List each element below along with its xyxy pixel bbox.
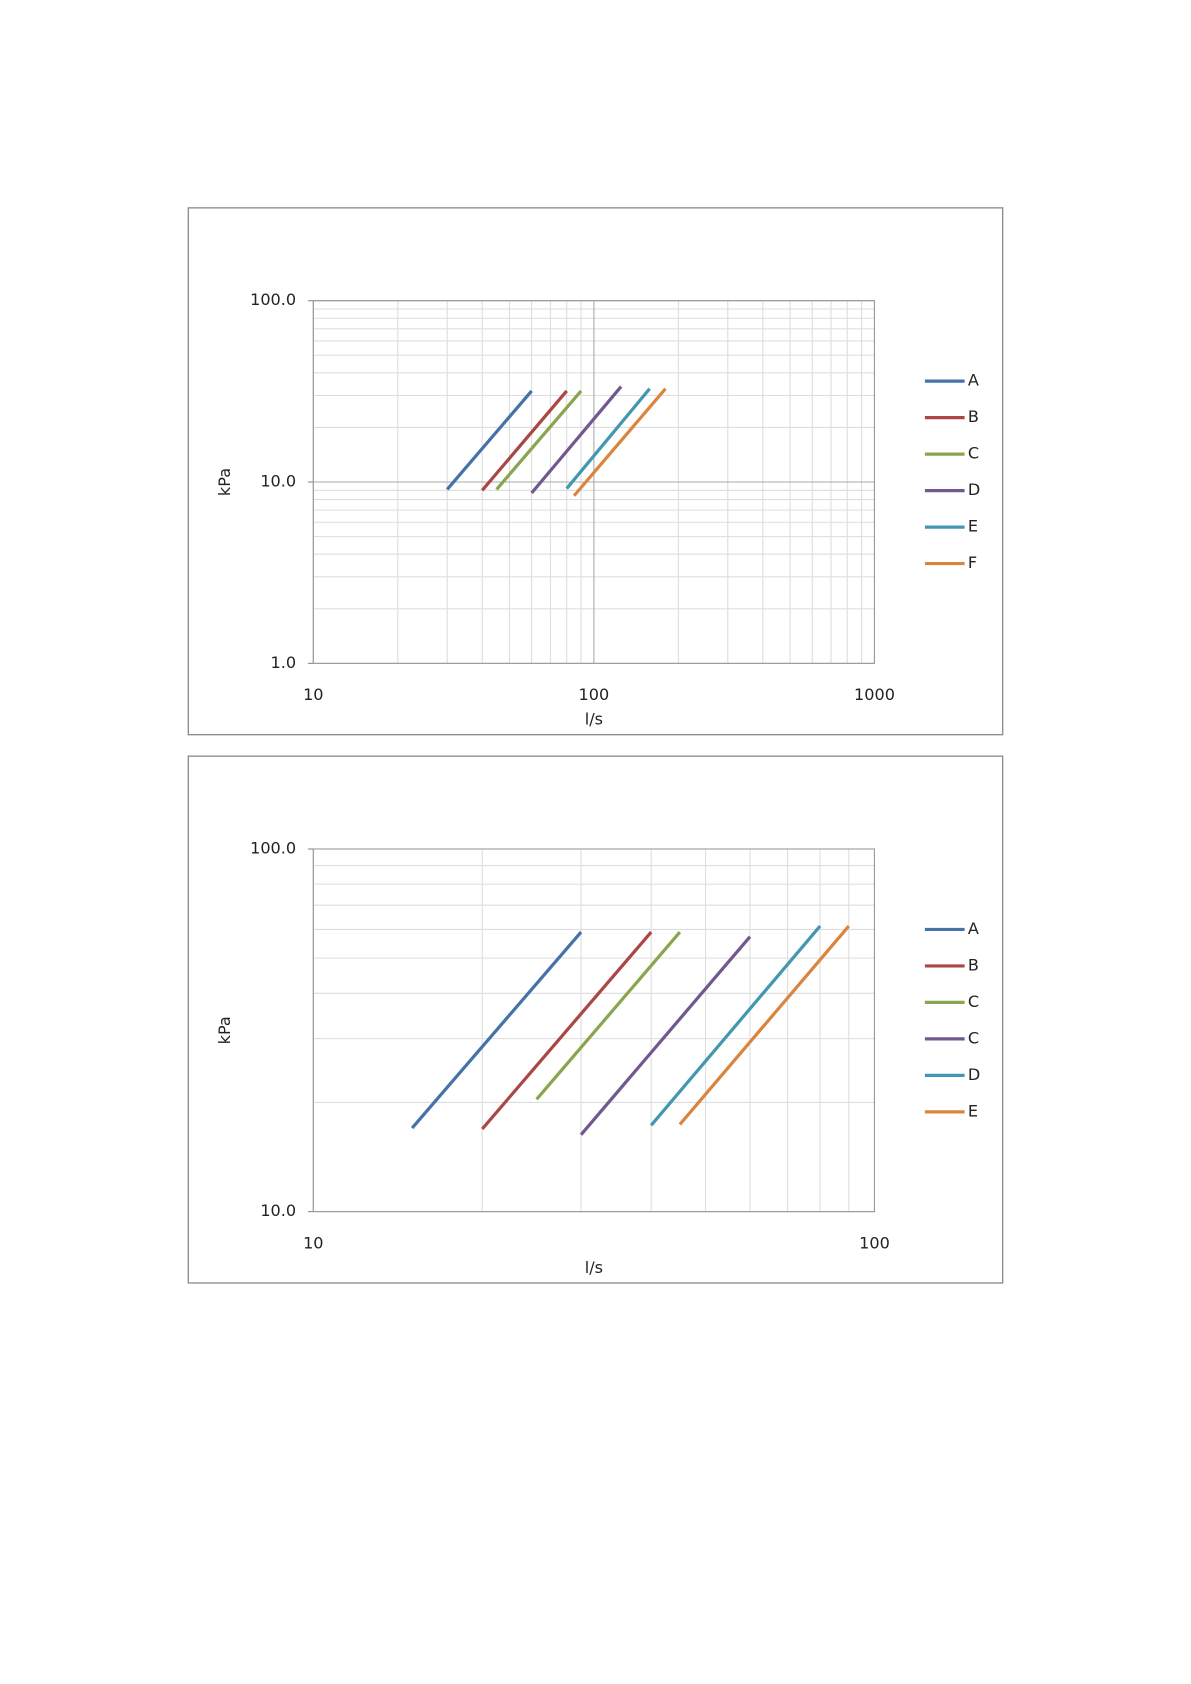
chart-frame xyxy=(187,755,1004,1284)
legend-label: E xyxy=(968,517,978,536)
series-line xyxy=(410,931,583,1130)
x-tick-label: 1000 xyxy=(854,685,895,704)
x-tick-label: 10 xyxy=(303,685,323,704)
legend-label: C xyxy=(968,444,979,463)
legend-label: A xyxy=(968,371,979,390)
legend-label: E xyxy=(968,1101,978,1120)
y-tick-label: 1.0 xyxy=(271,653,297,672)
y-tick-label: 10.0 xyxy=(260,472,296,491)
legend-label: F xyxy=(968,553,977,572)
series-line xyxy=(572,387,667,497)
legend-label: B xyxy=(968,955,979,974)
series-line xyxy=(530,385,623,495)
legend-label: A xyxy=(968,919,979,938)
series-line xyxy=(678,925,851,1126)
y-tick-label: 100.0 xyxy=(250,838,296,857)
legend-label: D xyxy=(968,1065,980,1084)
series-line xyxy=(445,389,533,491)
series-line xyxy=(565,387,651,490)
x-axis-title: l/s xyxy=(585,1258,603,1277)
series-line xyxy=(495,389,583,491)
series-line xyxy=(481,389,568,492)
y-axis-title: kPa xyxy=(215,468,234,496)
series-line xyxy=(649,925,822,1127)
y-axis-title: kPa xyxy=(215,1016,234,1044)
plot-border xyxy=(312,848,876,1213)
x-tick-label: 100 xyxy=(579,685,610,704)
legend-label: B xyxy=(968,407,979,426)
x-tick-label: 10 xyxy=(303,1233,323,1252)
x-axis-title: l/s xyxy=(585,710,603,729)
x-tick-label: 100 xyxy=(859,1233,890,1252)
plot-border xyxy=(312,300,876,664)
series-line xyxy=(481,931,653,1131)
legend-label: C xyxy=(968,992,979,1011)
series-line xyxy=(579,935,752,1136)
legend-label: D xyxy=(968,480,980,499)
series-line xyxy=(535,931,682,1101)
legend-label: C xyxy=(968,1028,979,1047)
y-tick-label: 10.0 xyxy=(260,1201,296,1220)
y-tick-label: 100.0 xyxy=(250,290,296,309)
